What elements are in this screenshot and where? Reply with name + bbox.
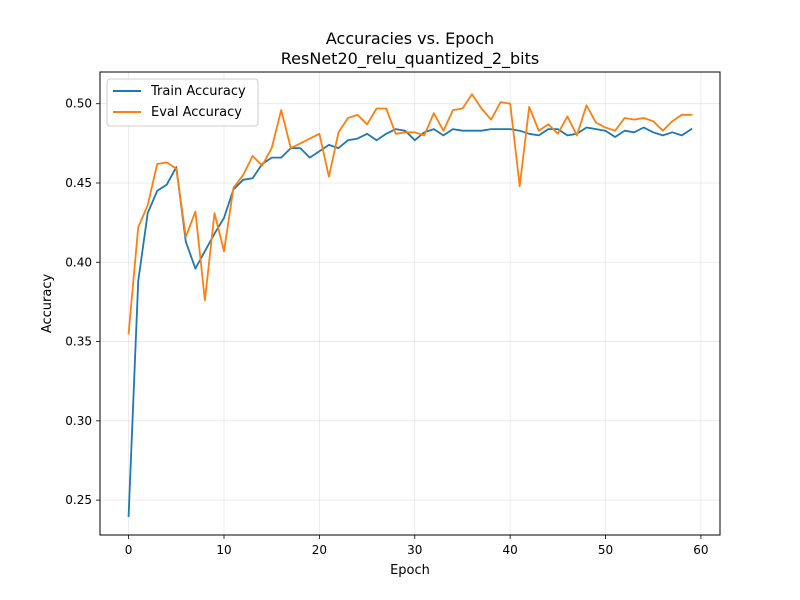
x-tick-label: 30 — [407, 543, 422, 557]
legend: Train Accuracy Eval Accuracy — [106, 78, 259, 127]
y-tick-label: 0.45 — [65, 176, 92, 190]
y-tick-label: 0.30 — [65, 414, 92, 428]
x-tick-label: 10 — [216, 543, 231, 557]
chart-subtitle: ResNet20_relu_quantized_2_bits — [281, 49, 539, 69]
x-tick-label: 20 — [312, 543, 327, 557]
legend-label-eval: Eval Accuracy — [151, 105, 242, 120]
x-axis-label: Epoch — [390, 563, 430, 578]
y-tick-label: 0.40 — [65, 255, 92, 269]
series-line-eval-accuracy — [127, 93, 693, 335]
legend-box — [106, 78, 259, 127]
y-axis-label: Accuracy — [40, 274, 55, 334]
x-tick-label: 60 — [693, 543, 708, 557]
x-axis-ticks: 0 10 20 30 40 50 60 — [125, 535, 709, 557]
y-axis-ticks: 0.25 0.30 0.35 0.40 0.45 0.50 — [65, 97, 100, 507]
legend-label-train: Train Accuracy — [150, 84, 246, 99]
chart-title: Accuracies vs. Epoch — [326, 29, 494, 48]
plot-area-frame — [99, 71, 721, 536]
y-tick-label: 0.50 — [65, 97, 92, 111]
series-lines — [127, 93, 693, 517]
x-tick-label: 40 — [503, 543, 518, 557]
y-tick-label: 0.25 — [65, 493, 92, 507]
y-tick-label: 0.35 — [65, 335, 92, 349]
series-line-train-accuracy — [127, 126, 693, 517]
x-tick-label: 0 — [125, 543, 133, 557]
grid — [100, 72, 720, 535]
x-tick-label: 50 — [598, 543, 613, 557]
